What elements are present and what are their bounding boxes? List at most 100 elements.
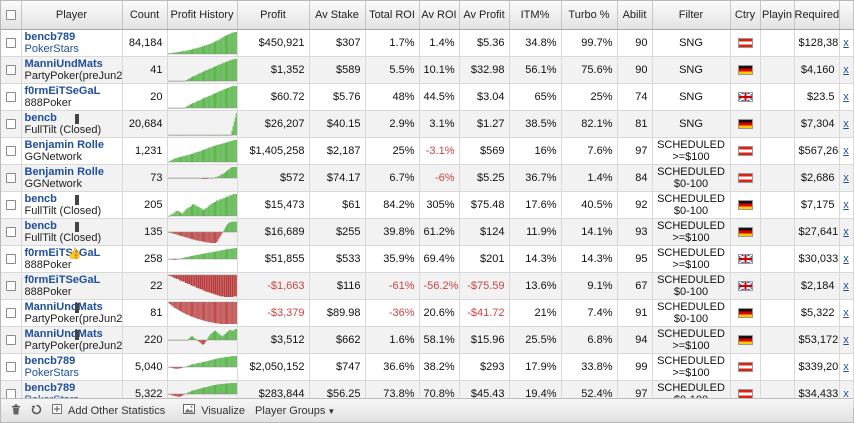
remove-row-link[interactable]: x (839, 56, 854, 84)
row-select-cell[interactable] (1, 110, 22, 138)
player-name-link[interactable]: bencb789 (24, 354, 76, 367)
refresh-icon[interactable] (31, 404, 42, 418)
remove-row-link[interactable]: x (839, 353, 854, 381)
row-select-cell[interactable] (1, 164, 22, 192)
column-header-turbo[interactable]: Turbo % (561, 1, 618, 30)
remove-row-link[interactable]: x (839, 218, 854, 246)
table-row[interactable]: f0rmEiTSeGaL 888Poker 👍 258 $51,855 $533 35.9%… (1, 245, 854, 273)
column-header-profit[interactable]: Profit (237, 1, 310, 30)
add-stats-icon[interactable] (52, 404, 62, 417)
player-cell[interactable]: f0rmEiTSeGaL 888Poker (21, 83, 123, 111)
row-checkbox[interactable] (5, 280, 16, 291)
row-select-cell[interactable] (1, 299, 22, 327)
player-name-link[interactable]: f0rmEiTSeGaL (24, 273, 101, 286)
player-name-link[interactable]: f0rmEiTSeGaL (24, 84, 101, 97)
player-cell[interactable]: bencb FullTilt (Closed) (21, 191, 123, 219)
player-name-link[interactable]: bencb (24, 219, 57, 232)
row-checkbox[interactable] (5, 37, 16, 48)
player-groups-dropdown[interactable]: Player Groups ▼ (255, 405, 335, 417)
remove-row-link[interactable]: x (839, 191, 854, 219)
column-header-count[interactable]: Count (122, 1, 168, 30)
row-select-cell[interactable] (1, 83, 22, 111)
column-header-av-stake[interactable]: Av Stake (309, 1, 366, 30)
player-name-link[interactable]: bencb789 (24, 381, 76, 394)
row-checkbox[interactable] (5, 253, 16, 264)
remove-row-link[interactable]: x (839, 299, 854, 327)
table-row[interactable]: ManniUndMats PartyPoker(preJun20 220 $3,512… (1, 326, 854, 354)
row-checkbox[interactable] (5, 361, 16, 372)
row-checkbox[interactable] (5, 64, 16, 75)
table-row[interactable]: bencb FullTilt (Closed) 20,684 $26,207 $40.1… (1, 110, 854, 138)
column-header-ability[interactable]: Abilit (617, 1, 653, 30)
table-row[interactable]: bencb789 PokerStars 84,184 $450,921 $307 1.7%… (1, 29, 854, 57)
table-row[interactable]: bencb FullTilt (Closed) 135 $16,689 $255 39.8… (1, 218, 854, 246)
player-cell[interactable]: ManniUndMats PartyPoker(preJun20 (21, 299, 123, 327)
table-row[interactable]: Benjamin Rolle GGNetwork 1,231 $1,405,258 $2… (1, 137, 854, 165)
player-name-link[interactable]: bencb789 (24, 30, 76, 43)
remove-row-link[interactable]: x (839, 326, 854, 354)
player-name-link[interactable]: f0rmEiTSeGaL (24, 246, 101, 259)
column-header-required-bankroll[interactable]: Required Ba (794, 1, 840, 30)
remove-row-link[interactable]: x (839, 164, 854, 192)
column-header-player[interactable]: Player (21, 1, 123, 30)
row-select-cell[interactable] (1, 218, 22, 246)
row-select-cell[interactable] (1, 245, 22, 273)
player-cell[interactable]: bencb FullTilt (Closed) (21, 218, 123, 246)
column-header-filter[interactable]: Filter (652, 1, 731, 30)
player-cell[interactable]: Benjamin Rolle GGNetwork (21, 137, 123, 165)
table-row[interactable]: ManniUndMats PartyPoker(preJun20 81 -$3,379… (1, 299, 854, 327)
remove-row-link[interactable]: x (839, 272, 854, 300)
table-row[interactable]: f0rmEiTSeGaL 888Poker 20 $60.72 $5.76 48% 44.5… (1, 83, 854, 111)
row-select-cell[interactable] (1, 272, 22, 300)
remove-row-link[interactable]: x (839, 83, 854, 111)
table-row[interactable]: Benjamin Rolle GGNetwork 73 $572 $74.17 6.7% -… (1, 164, 854, 192)
table-row[interactable]: ManniUndMats PartyPoker(preJun20 41 $1,352 $… (1, 56, 854, 84)
table-row[interactable]: bencb789 PokerStars 5,040 $2,050,152 $747 36.… (1, 353, 854, 381)
player-name-link[interactable]: bencb (24, 192, 57, 205)
column-header-total-roi[interactable]: Total ROI (365, 1, 420, 30)
visualize-button[interactable]: Visualize (201, 404, 246, 417)
column-header-country[interactable]: Ctry (730, 1, 761, 30)
row-select-cell[interactable] (1, 326, 22, 354)
column-header-av-roi[interactable]: Av ROI (419, 1, 460, 30)
row-checkbox[interactable] (5, 307, 16, 318)
add-other-statistics-button[interactable]: Add Other Statistics (68, 404, 166, 417)
remove-row-link[interactable]: x (839, 137, 854, 165)
player-cell[interactable]: ManniUndMats PartyPoker(preJun20 (21, 326, 123, 354)
trash-icon[interactable] (11, 404, 21, 418)
row-checkbox[interactable] (5, 334, 16, 345)
player-cell[interactable]: ManniUndMats PartyPoker(preJun20 (21, 56, 123, 84)
column-header-itm[interactable]: ITM% (509, 1, 562, 30)
row-checkbox[interactable] (5, 199, 16, 210)
remove-row-link[interactable]: x (839, 110, 854, 138)
row-checkbox[interactable] (5, 91, 16, 102)
player-cell[interactable]: f0rmEiTSeGaL 888Poker 👍 (21, 245, 123, 273)
column-header-av-profit[interactable]: Av Profit (459, 1, 510, 30)
player-name-link[interactable]: Benjamin Rolle (24, 138, 104, 151)
remove-row-link[interactable]: x (839, 245, 854, 273)
row-select-cell[interactable] (1, 137, 22, 165)
row-checkbox[interactable] (5, 172, 16, 183)
player-name-link[interactable]: ManniUndMats (24, 327, 103, 340)
row-checkbox[interactable] (5, 118, 16, 129)
player-name-link[interactable]: bencb (24, 111, 57, 124)
player-name-link[interactable]: Benjamin Rolle (24, 165, 104, 178)
image-icon[interactable] (183, 404, 196, 417)
select-all-checkbox[interactable] (5, 9, 16, 20)
row-select-cell[interactable] (1, 56, 22, 84)
select-all-header[interactable] (1, 1, 22, 30)
row-select-cell[interactable] (1, 191, 22, 219)
player-cell[interactable]: Benjamin Rolle GGNetwork (21, 164, 123, 192)
column-header-profit-history[interactable]: Profit History (167, 1, 238, 30)
table-row[interactable]: bencb FullTilt (Closed) 205 $15,473 $61 84.2%… (1, 191, 854, 219)
player-cell[interactable]: f0rmEiTSeGaL 888Poker (21, 272, 123, 300)
table-row[interactable]: f0rmEiTSeGaL 888Poker 22 -$1,663 $116 -61% -56… (1, 272, 854, 300)
column-header-playing[interactable]: Playin (760, 1, 795, 30)
remove-row-link[interactable]: x (839, 29, 854, 57)
row-select-cell[interactable] (1, 353, 22, 381)
row-checkbox[interactable] (5, 145, 16, 156)
row-select-cell[interactable] (1, 29, 22, 57)
player-name-link[interactable]: ManniUndMats (24, 57, 103, 70)
